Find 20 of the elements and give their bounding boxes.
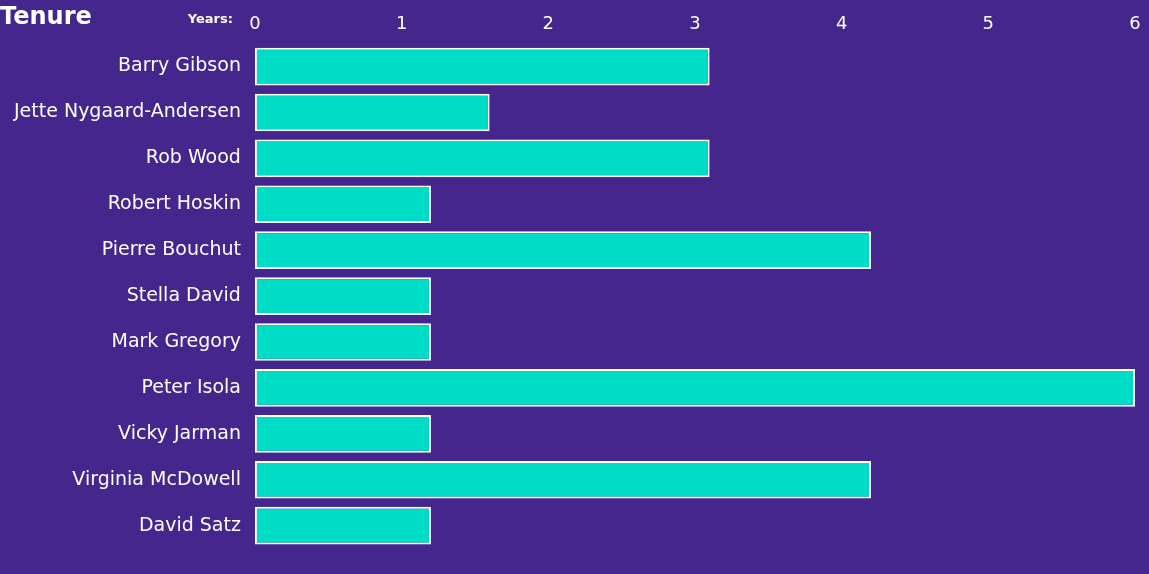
x-tick-label: 1 xyxy=(395,12,408,34)
y-tick-label: Peter Isola xyxy=(141,374,241,397)
text: Tenure xyxy=(0,2,92,31)
x-axis-title: Years: xyxy=(186,11,233,27)
y-tick-label: Vicky Jarman xyxy=(118,420,241,443)
y-tick-label: Barry Gibson xyxy=(118,53,241,76)
y-tick-label: Jette Nygaard-Andersen xyxy=(13,99,241,122)
x-tick-label: 3 xyxy=(689,12,701,34)
y-tick-label: Stella David xyxy=(126,283,241,306)
y-tick-label: David Satz xyxy=(138,512,241,535)
x-tick-label: 4 xyxy=(835,12,848,34)
x-tick-label: 0 xyxy=(249,12,261,34)
x-tick-label: 2 xyxy=(542,12,555,34)
y-tick-label: Rob Wood xyxy=(145,145,241,168)
y-tick-label: Pierre Bouchut xyxy=(101,237,241,260)
y-tick-label: Mark Gregory xyxy=(111,328,241,351)
x-tick-label: 6 xyxy=(1129,12,1141,34)
x-tick-label: 5 xyxy=(982,12,995,34)
y-tick-label: Robert Hoskin xyxy=(107,191,241,214)
y-tick-label: Virginia McDowell xyxy=(72,466,241,489)
